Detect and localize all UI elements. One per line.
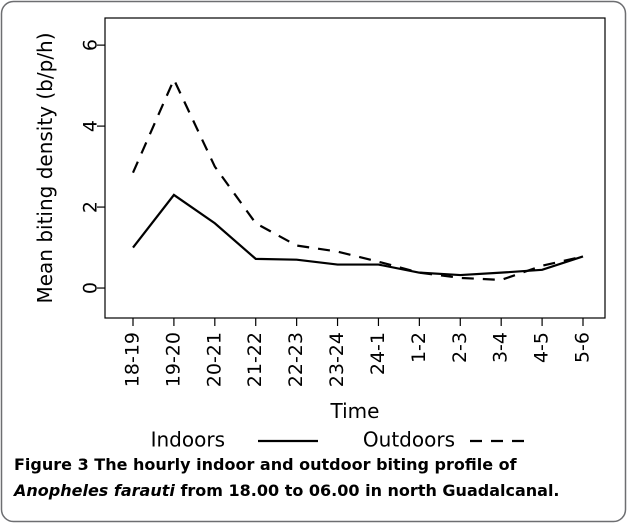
- x-tick-label: 3-4: [490, 332, 512, 363]
- x-tick-label: 4-5: [531, 332, 553, 363]
- x-tick-label: 20-21: [203, 332, 225, 387]
- x-tick-label: 5-6: [572, 332, 594, 363]
- y-tick-label: 2: [80, 201, 102, 213]
- y-tick-label: 6: [80, 39, 102, 51]
- y-tick-label: 0: [80, 282, 102, 294]
- x-tick-label: 2-3: [449, 332, 471, 363]
- x-tick-label: 1-2: [408, 332, 430, 363]
- series-line: [131, 76, 584, 282]
- caption-species: Anopheles farauti: [12, 481, 175, 500]
- legend-label: Outdoors: [363, 428, 455, 452]
- legend-label: Indoors: [151, 428, 225, 452]
- caption-text: The hourly indoor and outdoor biting pro…: [94, 455, 517, 474]
- plot-frame: [104, 17, 606, 319]
- x-axis-title: Time: [330, 399, 380, 423]
- series-line: [132, 193, 584, 277]
- caption-line-2: Anopheles farauti from 18.00 to 06.00 in…: [12, 481, 560, 500]
- x-tick-label: 19-20: [162, 332, 184, 387]
- y-axis-title: Mean biting density (b/p/h): [33, 32, 57, 303]
- x-tick-label: 24-1: [367, 332, 389, 375]
- caption-label: Figure 3: [14, 455, 89, 474]
- x-tick-label: 22-23: [285, 332, 307, 387]
- y-tick-label: 4: [80, 120, 102, 132]
- x-tick-label: 21-22: [244, 332, 266, 387]
- x-tick-label: 18-19: [122, 332, 144, 387]
- caption-text: from 18.00 to 06.00 in north Guadalcanal…: [180, 481, 559, 500]
- x-tick-label: 23-24: [326, 332, 348, 387]
- caption-line-1: Figure 3 The hourly indoor and outdoor b…: [14, 455, 518, 474]
